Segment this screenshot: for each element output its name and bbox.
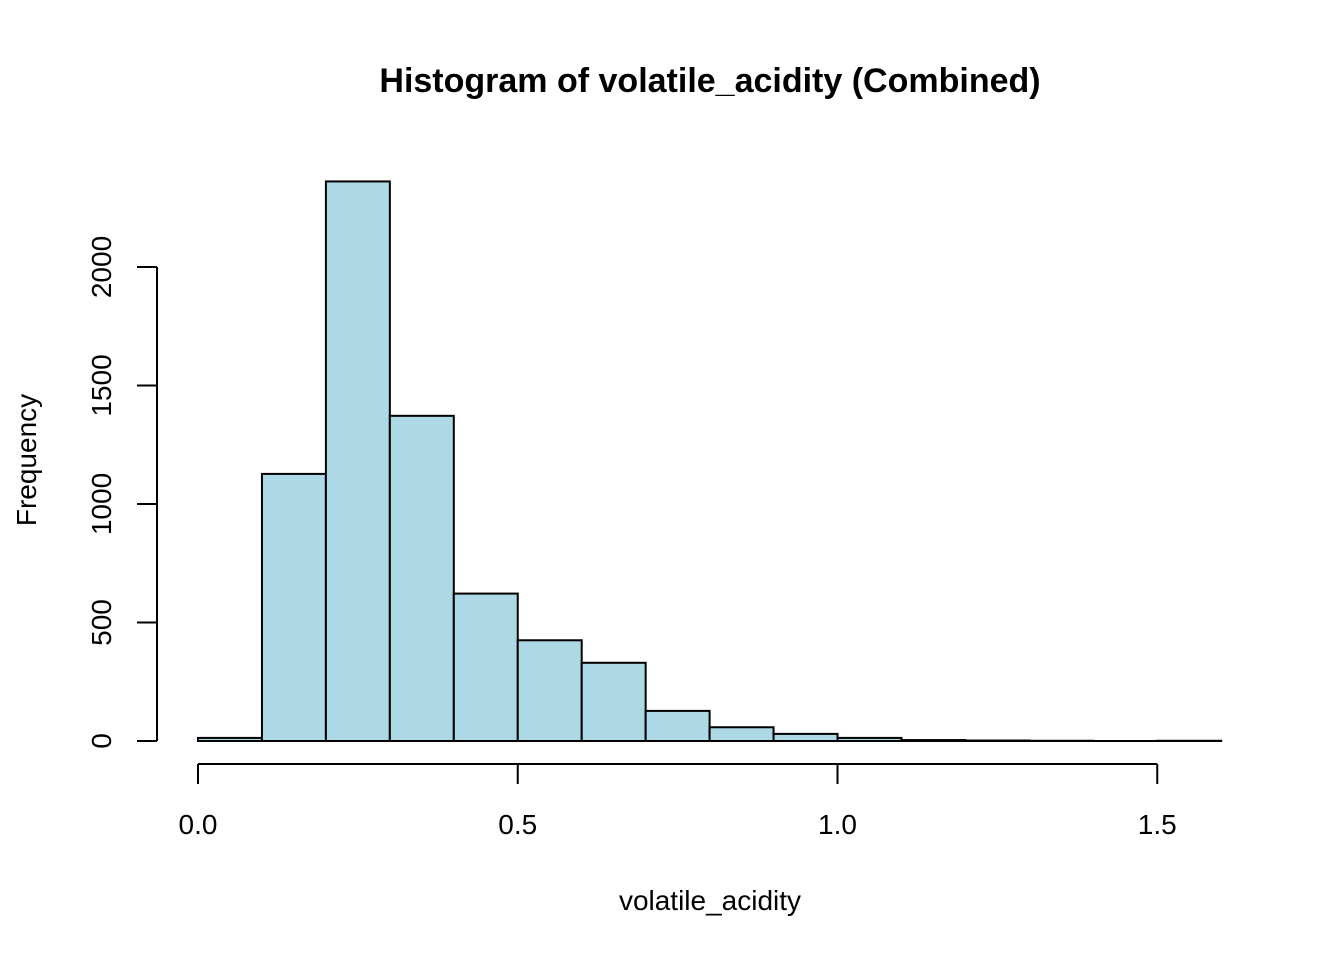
x-axis-label: volatile_acidity xyxy=(619,885,801,916)
histogram-bar xyxy=(708,726,775,743)
y-axis-label: Frequency xyxy=(11,394,42,526)
histogram-bar xyxy=(452,592,519,742)
x-tick-label: 1.5 xyxy=(1138,809,1177,840)
y-tick-label: 2000 xyxy=(86,236,117,298)
y-tick-label: 1500 xyxy=(86,354,117,416)
histogram-bar xyxy=(644,709,711,743)
x-tick-label: 0.0 xyxy=(179,809,218,840)
x-tick-label: 1.0 xyxy=(818,809,857,840)
histogram-bar xyxy=(324,180,391,742)
bars-group xyxy=(197,180,1223,743)
histogram-bar xyxy=(516,639,583,743)
y-tick-label: 0 xyxy=(86,733,117,749)
histogram-bar xyxy=(388,414,455,742)
histogram-bar xyxy=(260,472,327,742)
y-tick-label: 1000 xyxy=(86,473,117,535)
chart-title: Histogram of volatile_acidity (Combined) xyxy=(379,62,1040,100)
x-tick-label: 0.5 xyxy=(498,809,537,840)
histogram-bar xyxy=(580,661,647,742)
y-axis: 0 500 1000 1500 2000 xyxy=(86,236,158,749)
x-axis: 0.0 0.5 1.0 1.5 xyxy=(179,763,1177,840)
y-tick-label: 500 xyxy=(86,599,117,646)
histogram-bar xyxy=(772,732,839,743)
